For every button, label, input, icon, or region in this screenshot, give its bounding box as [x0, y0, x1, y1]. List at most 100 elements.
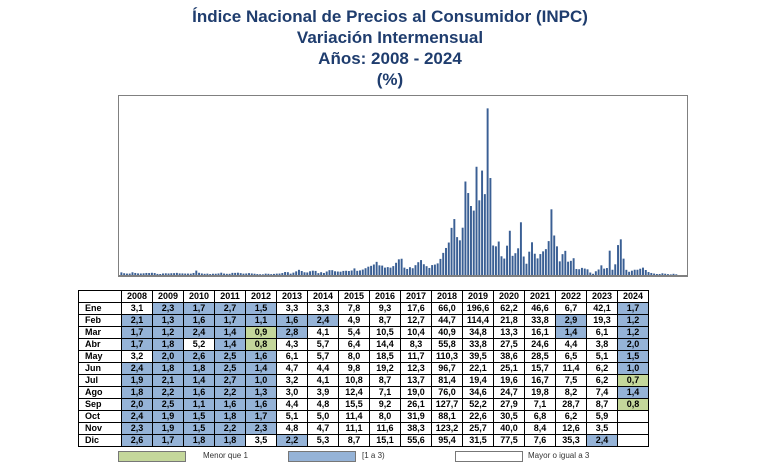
bar-2017-Oct — [445, 247, 447, 275]
table-cell: 30,5 — [493, 410, 525, 423]
table-cell: 9,8 — [338, 362, 370, 375]
bar-2010-Feb — [189, 273, 192, 275]
bar-2014-Dic — [350, 270, 353, 275]
table-cell: 1,4 — [183, 374, 215, 387]
bar-2011-Ago — [239, 273, 242, 275]
table-row: Jun 2,4 1,8 1,8 2,5 1,4 4,7 4,4 9,8 19,2 12,3 96,7 2… — [78, 362, 649, 375]
bar-2010-Sep — [209, 274, 212, 275]
month-label: Jun — [78, 362, 122, 375]
table-cell: 1,6 — [183, 386, 215, 399]
table-cell: 2,7 — [214, 374, 246, 387]
bar-2009-Oct — [178, 273, 181, 275]
table-cell: 6,4 — [338, 338, 370, 351]
corner-cell — [78, 290, 122, 303]
bar-2010-Oct — [211, 273, 214, 275]
bar-2016-Feb — [389, 267, 392, 275]
table-cell: 4,7 — [276, 362, 308, 375]
table-cell: 1,4 — [214, 338, 246, 351]
table-cell: 11,6 — [369, 422, 401, 435]
table-cell: 5,1 — [276, 410, 308, 423]
table-row: Nov 2,3 1,9 1,5 2,2 2,3 4,8 4,7 11,1 11,6 38,3 123,… — [78, 422, 649, 435]
table-cell: 2,6 — [183, 350, 215, 363]
table-cell: 2,4 — [586, 434, 618, 447]
bar-2008-Abr — [128, 273, 131, 275]
table-cell: 76,0 — [431, 386, 463, 399]
table-cell: 1,4 — [245, 362, 277, 375]
bar-2012-Jul — [270, 274, 273, 275]
table-cell: 15,5 — [338, 398, 370, 411]
bar-2012-Jun — [267, 273, 270, 275]
month-label: Feb — [78, 314, 122, 327]
bar-2023-Ago — [639, 268, 642, 275]
bar-2019-May — [497, 241, 500, 275]
month-label: Oct — [78, 410, 122, 423]
table-row: Dic 2,6 1,7 1,8 1,8 3,5 2,2 5,3 8,7 15,1 55,6 95,4 3… — [78, 434, 649, 447]
table-cell: 7,1 — [369, 386, 401, 399]
table-cell: 19,2 — [369, 362, 401, 375]
table-cell: 1,3 — [245, 386, 277, 399]
bar-2016-Abr — [395, 262, 398, 275]
table-cell: 52,2 — [462, 398, 494, 411]
table-cell: 127,7 — [431, 398, 463, 411]
bar-2016-Sep — [408, 267, 411, 275]
bar-2013-Ene — [286, 272, 289, 275]
table-cell: 4,1 — [307, 374, 339, 387]
table-cell: 2,3 — [245, 422, 277, 435]
bar-2024-Sep — [675, 274, 678, 275]
table-cell: 4,9 — [338, 314, 370, 327]
table-cell: 1,8 — [214, 434, 246, 447]
bar-2011-May — [231, 272, 234, 275]
month-label: Ago — [78, 386, 122, 399]
table-cell: 22,1 — [462, 362, 494, 375]
table-cell: 5,9 — [586, 410, 618, 423]
table-cell: 10,5 — [369, 326, 401, 339]
bar-2009-Jul — [170, 273, 173, 275]
table-cell: 1,9 — [152, 422, 184, 435]
bar-2024-May — [664, 273, 667, 275]
bar-2015-Jul — [370, 265, 373, 275]
bar-2016-Dic — [417, 262, 420, 275]
table-cell: 1,1 — [183, 398, 215, 411]
bar-2021-Ago — [572, 258, 575, 275]
table-cell: 27,5 — [493, 338, 525, 351]
bar-2024-Ene — [653, 273, 656, 275]
bar-2015-Ene — [353, 268, 356, 275]
table-cell: 44,7 — [431, 314, 463, 327]
bar-2022-Ene — [586, 269, 589, 275]
bar-2012-Ene — [253, 273, 256, 275]
table-cell: 8,2 — [555, 386, 587, 399]
bar-2017-Ene — [420, 260, 422, 275]
year-header-2024: 2024 — [617, 290, 649, 303]
bar-2009-May — [164, 273, 167, 275]
bar-2019-Dic — [517, 248, 520, 275]
bar-2009-Abr — [162, 273, 164, 275]
table-cell: 6,2 — [555, 410, 587, 423]
table-cell: 4,8 — [276, 422, 308, 435]
bar-2015-Abr — [361, 269, 364, 275]
table-cell: 2,1 — [121, 314, 153, 327]
table-cell: 2,1 — [152, 374, 184, 387]
title-line-2: Variación Intermensual — [296, 28, 484, 47]
table-cell: 27,9 — [493, 398, 525, 411]
table-cell: 6,7 — [555, 302, 587, 315]
bar-2010-Dic — [217, 273, 220, 275]
bar-2011-Jul — [236, 272, 239, 275]
table-cell: 1,6 — [214, 398, 246, 411]
bar-2011-Nov — [248, 273, 250, 275]
month-label: Sep — [78, 398, 122, 411]
bar-2020-May — [531, 242, 533, 275]
table-cell: 1,0 — [617, 362, 649, 375]
bar-2020-Nov — [547, 241, 550, 275]
bar-2012-May — [264, 273, 267, 275]
bar-2009-Dic — [184, 273, 187, 275]
year-header-2013: 2013 — [276, 290, 308, 303]
table-cell: 3,2 — [276, 374, 308, 387]
table-cell: 12,6 — [555, 422, 587, 435]
table-cell: 7,4 — [586, 386, 618, 399]
bar-2017-Dic — [450, 227, 453, 275]
bar-2023-Sep — [642, 267, 644, 275]
table-cell: 1,9 — [121, 374, 153, 387]
month-label: Abr — [78, 338, 122, 351]
bar-2014-Sep — [342, 270, 345, 275]
bar-2013-Jun — [300, 271, 303, 275]
